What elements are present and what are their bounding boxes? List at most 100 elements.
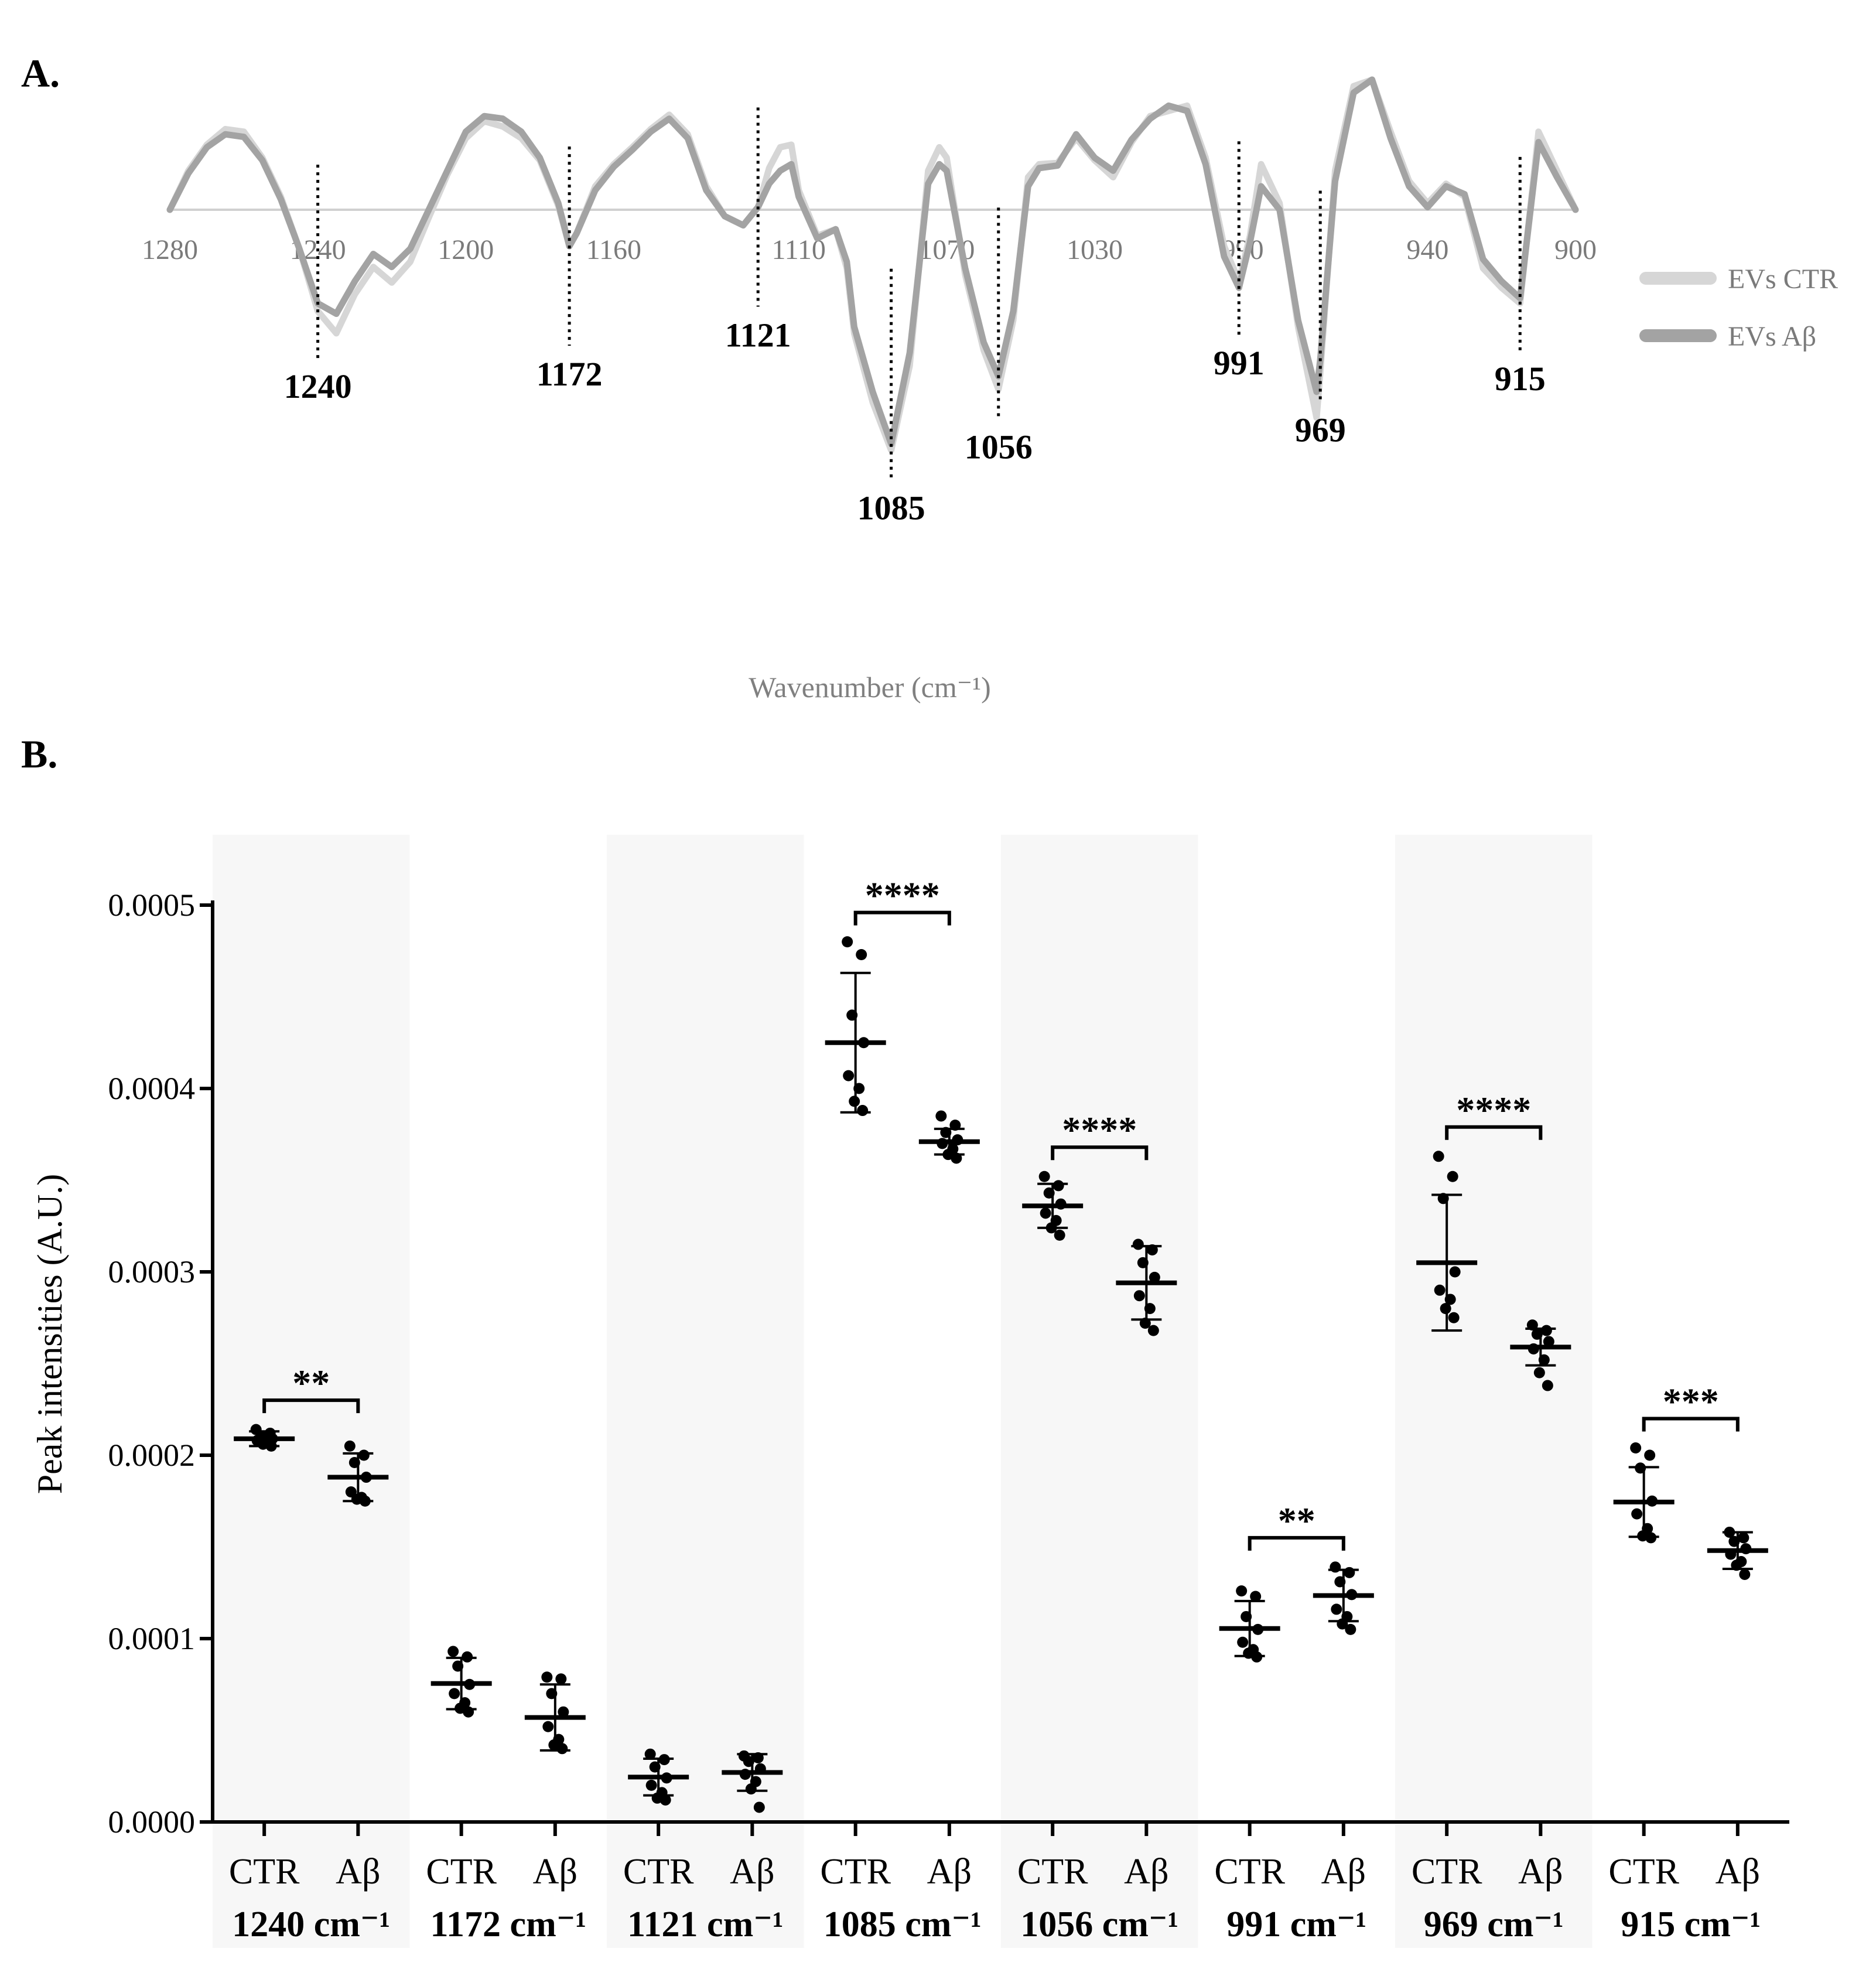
data-point-1056-cm-ctr-5 xyxy=(1040,1207,1051,1219)
data-point-1240-cm-ab-3 xyxy=(348,1457,360,1469)
data-point-1085-cm-ctr-6 xyxy=(853,1083,865,1094)
data-point-1085-cm-ab-8 xyxy=(951,1152,962,1164)
peak-label-1056: 1056 xyxy=(965,428,1033,466)
data-point-969-cm-ctr-1 xyxy=(1433,1151,1444,1162)
data-point-915-cm-ctr-3 xyxy=(1635,1462,1646,1474)
group-label-991-cm-ab: Aβ xyxy=(1321,1852,1366,1892)
panel-b-label: B. xyxy=(21,732,57,776)
band-shade-1056-cm xyxy=(1001,835,1198,1948)
data-point-991-cm-ctr-2 xyxy=(1250,1591,1262,1602)
data-point-991-cm-ab-2 xyxy=(1344,1567,1355,1578)
data-point-1172-cm-ctr-5 xyxy=(449,1688,460,1700)
data-point-1121-cm-ctr-1 xyxy=(644,1748,656,1760)
data-point-1056-cm-ctr-7 xyxy=(1045,1222,1057,1234)
data-point-1056-cm-ab-8 xyxy=(1147,1325,1159,1336)
band-label-1085-cm: 1085 cm⁻¹ xyxy=(823,1905,982,1944)
y-tick-label-0.0002: 0.0002 xyxy=(108,1438,196,1473)
data-point-1056-cm-ctr-8 xyxy=(1054,1229,1065,1241)
significance-bracket-991-cm xyxy=(1248,1535,1345,1551)
data-point-915-cm-ctr-2 xyxy=(1644,1449,1656,1461)
data-point-1056-cm-ctr-2 xyxy=(1053,1180,1064,1192)
band-label-1056-cm: 1056 cm⁻¹ xyxy=(1020,1905,1178,1944)
group-label-1085-cm-ctr: CTR xyxy=(820,1852,891,1892)
data-point-969-cm-ab-1 xyxy=(1526,1319,1538,1331)
legend-label-evs-ab: EVs Aβ xyxy=(1728,321,1816,352)
data-point-991-cm-ab-7 xyxy=(1337,1618,1348,1630)
spectrum-tick-label-1160: 1160 xyxy=(586,234,641,265)
group-label-1240-cm-ctr: CTR xyxy=(229,1852,300,1892)
data-point-1121-cm-ab-5 xyxy=(739,1769,751,1780)
data-point-1056-cm-ab-5 xyxy=(1133,1290,1145,1302)
data-point-991-cm-ctr-1 xyxy=(1236,1585,1248,1597)
panel-a-label: A. xyxy=(21,51,60,95)
band-shade-969-cm xyxy=(1395,835,1593,1948)
y-tick-label-0.0000: 0.0000 xyxy=(108,1804,196,1840)
data-point-1056-cm-ab-3 xyxy=(1137,1257,1149,1268)
data-point-1085-cm-ab-3 xyxy=(940,1127,952,1138)
data-point-1121-cm-ab-3 xyxy=(743,1756,754,1767)
significance-bracket-969-cm xyxy=(1445,1125,1543,1140)
data-point-969-cm-ab-7 xyxy=(1533,1367,1545,1378)
data-point-1085-cm-ctr-8 xyxy=(857,1105,869,1117)
data-point-1085-cm-ab-1 xyxy=(935,1110,947,1122)
group-label-915-cm-ab: Aβ xyxy=(1716,1852,1760,1892)
group-label-1056-cm-ab: Aβ xyxy=(1124,1852,1168,1892)
peak-intensity-panel: 0.0000 0.0001 0.0002 0.0003 0.0004 0.0005 CTR A… xyxy=(108,835,1789,1948)
data-point-1056-cm-ab-6 xyxy=(1144,1303,1156,1315)
data-point-915-cm-ab-7 xyxy=(1731,1560,1742,1571)
band-label-1121-cm: 1121 cm⁻¹ xyxy=(627,1905,784,1944)
y-tick-label-0.0004: 0.0004 xyxy=(108,1071,196,1106)
data-point-1172-cm-ab-8 xyxy=(556,1743,568,1755)
spectrum-x-axis-title: Wavenumber (cm⁻¹) xyxy=(749,671,991,704)
data-point-1172-cm-ab-1 xyxy=(541,1671,553,1683)
peak-label-991: 991 xyxy=(1214,344,1265,382)
data-point-969-cm-ctr-6 xyxy=(1444,1294,1456,1305)
data-point-1172-cm-ctr-1 xyxy=(447,1646,459,1657)
data-point-1240-cm-ab-8 xyxy=(359,1495,371,1507)
data-point-1172-cm-ctr-4 xyxy=(464,1678,476,1690)
data-point-969-cm-ab-8 xyxy=(1542,1380,1553,1391)
data-point-1172-cm-ab-5 xyxy=(542,1721,554,1732)
group-label-991-cm-ctr: CTR xyxy=(1214,1852,1285,1892)
data-point-991-cm-ab-4 xyxy=(1346,1589,1358,1601)
data-point-1240-cm-ctr-8 xyxy=(265,1440,277,1452)
data-point-991-cm-ab-1 xyxy=(1330,1561,1341,1573)
data-point-1056-cm-ctr-1 xyxy=(1038,1171,1050,1182)
data-point-1172-cm-ab-3 xyxy=(546,1688,558,1700)
data-point-991-cm-ctr-3 xyxy=(1241,1610,1252,1622)
significance-label-1085-cm: **** xyxy=(865,875,940,916)
group-label-1085-cm-ab: Aβ xyxy=(927,1852,972,1892)
data-point-1172-cm-ctr-3 xyxy=(452,1660,464,1672)
data-point-1056-cm-ctr-4 xyxy=(1055,1198,1067,1210)
y-axis-title: Peak intensities (A.U.) xyxy=(30,1174,69,1494)
group-label-1172-cm-ab: Aβ xyxy=(533,1852,578,1892)
data-point-1121-cm-ctr-2 xyxy=(658,1754,670,1766)
data-point-1121-cm-ab-7 xyxy=(745,1783,757,1795)
group-label-1121-cm-ab: Aβ xyxy=(730,1852,774,1892)
spectrum-tick-label-940: 940 xyxy=(1406,234,1448,265)
significance-label-969-cm: **** xyxy=(1456,1089,1531,1131)
data-point-1056-cm-ctr-3 xyxy=(1043,1187,1055,1199)
group-label-969-cm-ab: Aβ xyxy=(1518,1852,1563,1892)
spectrum-tick-label-900: 900 xyxy=(1554,234,1597,265)
spectrum-tick-label-1030: 1030 xyxy=(1067,234,1123,265)
data-point-915-cm-ab-2 xyxy=(1738,1532,1749,1544)
data-point-1056-cm-ab-1 xyxy=(1132,1238,1144,1250)
spectrum-panel: 1280 1240 1200 1160 1110 1070 1030 990 940 900124… xyxy=(142,76,1597,527)
data-point-969-cm-ab-2 xyxy=(1540,1325,1552,1336)
data-point-991-cm-ab-3 xyxy=(1334,1576,1346,1588)
data-point-969-cm-ctr-4 xyxy=(1449,1266,1461,1278)
group-label-1056-cm-ctr: CTR xyxy=(1017,1852,1088,1892)
data-point-969-cm-ab-4 xyxy=(1543,1336,1554,1347)
data-point-969-cm-ab-5 xyxy=(1528,1343,1539,1354)
spectrum-tick-label-1200: 1200 xyxy=(438,234,494,265)
data-point-915-cm-ab-5 xyxy=(1725,1548,1737,1560)
data-point-1056-cm-ab-7 xyxy=(1139,1318,1151,1329)
significance-bracket-915-cm xyxy=(1642,1417,1740,1432)
data-point-991-cm-ctr-5 xyxy=(1237,1636,1249,1648)
data-point-1172-cm-ab-2 xyxy=(555,1673,567,1685)
data-point-1240-cm-ab-4 xyxy=(360,1472,372,1483)
peak-label-969: 969 xyxy=(1295,411,1346,449)
peak-label-915: 915 xyxy=(1495,360,1546,398)
group-label-1121-cm-ctr: CTR xyxy=(623,1852,694,1892)
